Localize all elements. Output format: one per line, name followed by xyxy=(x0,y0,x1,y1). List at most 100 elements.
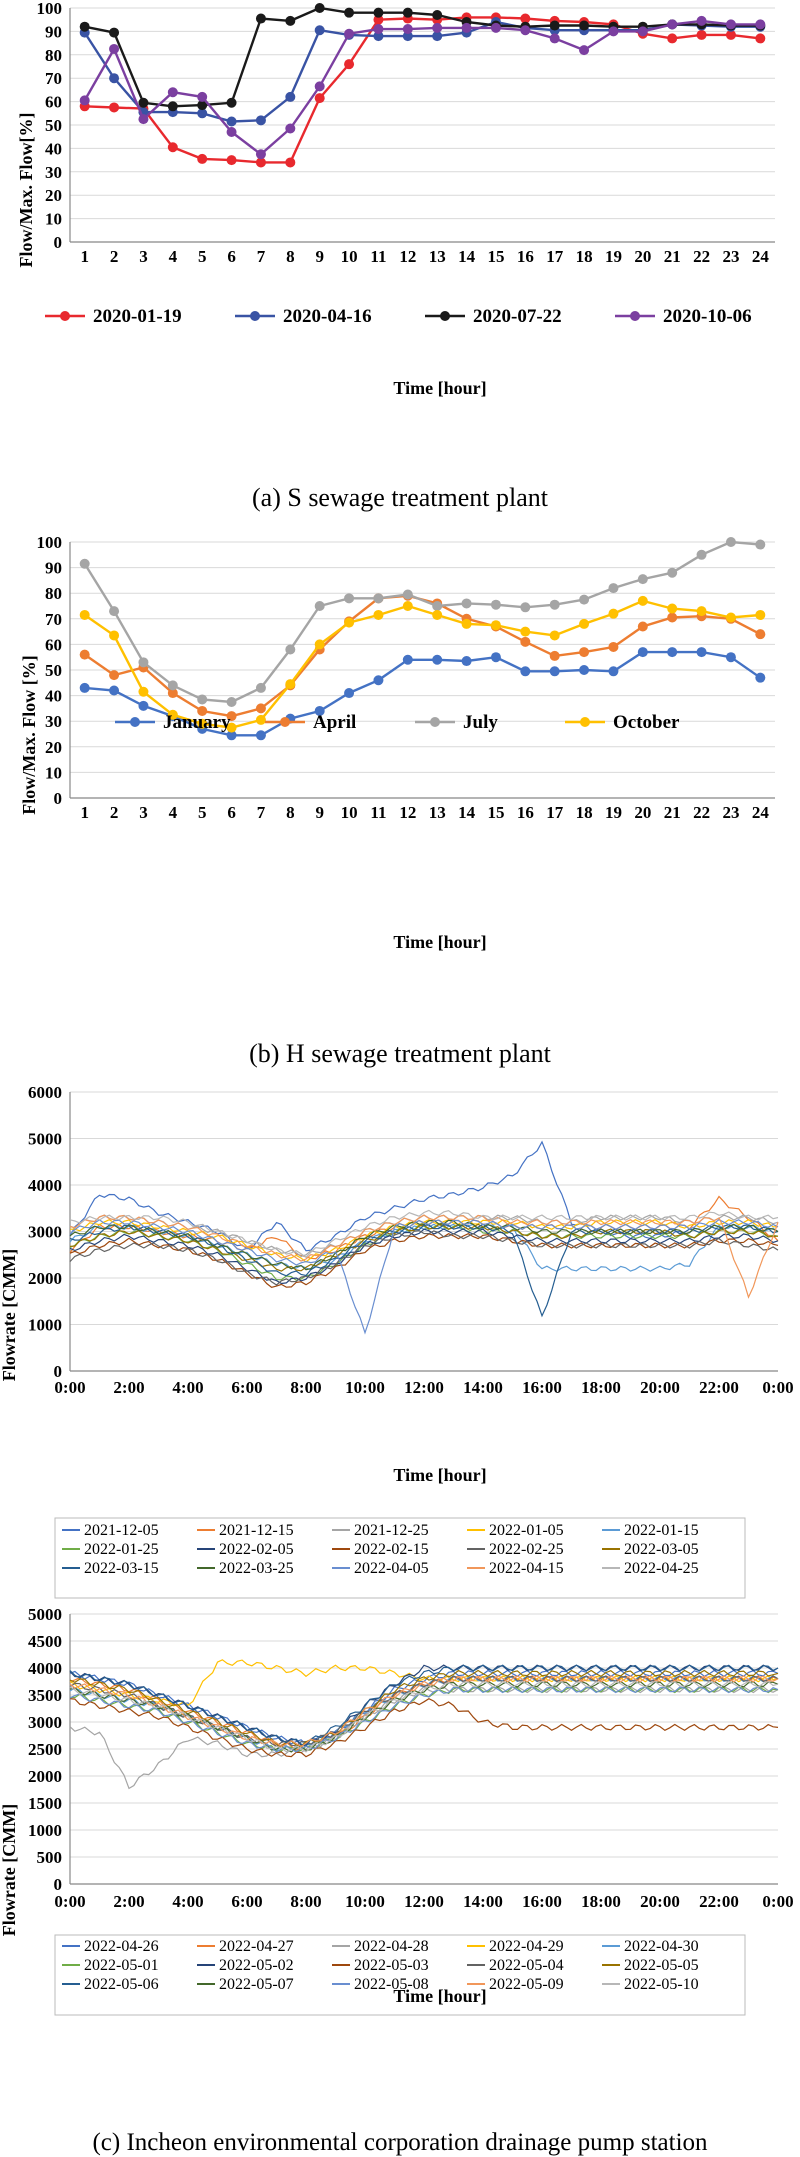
x-tick-label: 2 xyxy=(110,803,119,822)
legend-label: 2022-04-15 xyxy=(489,1560,564,1577)
data-point xyxy=(197,153,208,164)
data-point xyxy=(314,25,325,36)
x-tick-label: 21 xyxy=(664,803,681,822)
gridlines xyxy=(70,7,775,243)
caption-c: (c) Incheon environmental corporation dr… xyxy=(92,2129,708,2156)
series-line xyxy=(84,16,761,164)
x-tick-label: 6 xyxy=(227,803,236,822)
y-tick-label: 0 xyxy=(54,1875,63,1894)
legend-label: 2020-10-06 xyxy=(663,306,752,327)
y-tick-label: 1500 xyxy=(28,1794,62,1813)
data-point xyxy=(667,647,678,658)
data-point xyxy=(637,621,648,632)
y-tick-label: 70 xyxy=(45,610,62,629)
data-point xyxy=(285,91,296,102)
y-tick-label: 1000 xyxy=(28,1821,62,1840)
series-lines xyxy=(79,537,766,741)
legend-label: 2022-04-26 xyxy=(84,1938,159,1955)
y-tick-label: 50 xyxy=(45,116,62,135)
legend-label: 2022-04-25 xyxy=(624,1560,699,1577)
x-tick-label: 18 xyxy=(576,803,593,822)
data-point xyxy=(696,606,707,617)
caption-b: (b) H sewage treatment plant xyxy=(249,1039,552,1068)
y-axis-label: Flow/Max. Flow[%] xyxy=(16,113,36,268)
data-point xyxy=(255,682,266,693)
legend-label: 2022-05-03 xyxy=(354,1957,429,1974)
series-line xyxy=(69,1233,779,1288)
x-tick-label: 4 xyxy=(169,803,178,822)
legend-label: 2020-07-22 xyxy=(473,306,562,327)
data-point xyxy=(255,115,266,126)
x-tick-label: 8:00 xyxy=(290,1378,321,1397)
legend-box xyxy=(54,1934,746,2016)
data-point xyxy=(79,682,90,693)
data-point xyxy=(432,31,443,42)
data-point xyxy=(520,25,531,36)
data-point xyxy=(755,33,766,44)
legend-label: 2022-05-06 xyxy=(84,1976,159,1993)
data-point xyxy=(667,612,678,623)
series-line xyxy=(84,599,761,729)
legend-label: 2022-05-01 xyxy=(84,1957,159,1974)
legend-marker xyxy=(580,717,590,727)
x-tick-label: 11 xyxy=(370,803,386,822)
legend-label: 2022-02-25 xyxy=(489,1541,564,1558)
x-tick-label: 6:00 xyxy=(231,1892,262,1911)
data-point xyxy=(549,599,560,610)
data-point xyxy=(79,21,90,32)
data-point xyxy=(255,13,266,24)
y-tick-labels: 0 1000 2000 3000 4000 5000 6000 xyxy=(28,1083,62,1381)
series-line xyxy=(84,594,761,718)
series-line xyxy=(69,1675,779,1748)
legend-box xyxy=(54,1517,746,1599)
data-point xyxy=(461,656,472,667)
data-point xyxy=(461,22,472,33)
legend-label: 2022-05-08 xyxy=(354,1976,429,1993)
x-tick-label: 13 xyxy=(429,803,446,822)
data-point xyxy=(402,601,413,611)
data-point xyxy=(579,647,590,658)
legend-label: October xyxy=(613,712,680,733)
data-point xyxy=(344,7,355,18)
series-line xyxy=(69,1214,779,1299)
data-point xyxy=(490,599,501,610)
data-point xyxy=(490,22,501,33)
x-tick-label: 12:00 xyxy=(404,1892,444,1911)
x-tick-label: 2 xyxy=(110,247,119,266)
x-tick-label: 15 xyxy=(487,803,504,822)
data-point xyxy=(725,19,736,30)
x-tick-label: 0:00 xyxy=(762,1378,793,1397)
data-point xyxy=(608,641,619,652)
legend-label: 2020-01-19 xyxy=(93,306,182,327)
x-axis-label: Time [hour] xyxy=(393,378,486,398)
x-tick-label: 5 xyxy=(198,247,207,266)
x-tick-label: 0:00 xyxy=(54,1378,85,1397)
data-point xyxy=(725,652,736,663)
x-tick-label: 19 xyxy=(605,247,622,266)
data-point xyxy=(520,13,531,24)
data-point xyxy=(109,606,120,617)
legend-marker xyxy=(60,311,70,321)
x-tick-label: 22:00 xyxy=(699,1892,739,1911)
legend-label: 2022-04-29 xyxy=(489,1938,564,1955)
data-point xyxy=(226,127,237,138)
data-point xyxy=(285,15,296,26)
data-point xyxy=(637,647,648,658)
series-line xyxy=(69,1680,779,1753)
x-tick-label: 14:00 xyxy=(463,1892,503,1911)
series-line xyxy=(83,540,761,704)
data-point xyxy=(461,598,472,609)
data-point xyxy=(373,593,384,604)
data-point xyxy=(197,108,208,119)
y-tick-label: 60 xyxy=(45,635,62,654)
x-tick-label: 15 xyxy=(487,247,504,266)
data-point xyxy=(255,149,266,160)
data-point xyxy=(432,609,443,620)
series-line xyxy=(83,19,761,156)
y-tick-label: 2000 xyxy=(28,1269,62,1288)
x-tick-label: 8 xyxy=(286,803,295,822)
y-tick-label: 4000 xyxy=(28,1176,62,1195)
data-point xyxy=(549,666,560,677)
data-point xyxy=(520,666,531,677)
